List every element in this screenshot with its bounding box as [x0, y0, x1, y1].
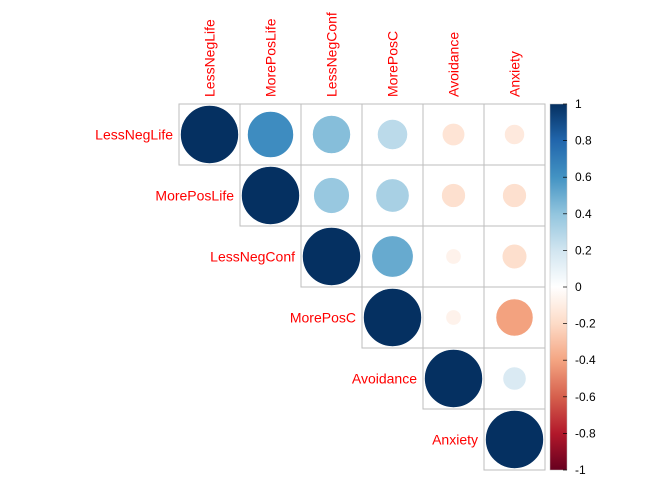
- correlation-circle-LessNegConf-Anxiety: [501, 243, 528, 270]
- colorbar-tick-label: -0.2: [575, 317, 596, 331]
- correlation-circle-LessNegLife-MorePosLife: [247, 111, 294, 158]
- correlation-circle-MorePosLife-MorePosLife: [241, 166, 300, 225]
- row-label-LessNegConf: LessNegConf: [210, 249, 295, 265]
- correlation-circle-LessNegLife-LessNegLife: [180, 105, 239, 164]
- column-label-Avoidance: Avoidance: [446, 32, 462, 97]
- variable-labels: LessNegLife LessNegLife MorePosLife MorePos…: [95, 12, 522, 447]
- correlation-circle-MorePosLife-Anxiety: [502, 183, 527, 208]
- colorbar-tick-label: 0.6: [575, 170, 592, 184]
- correlation-circle-LessNegConf-MorePosC: [371, 235, 414, 278]
- column-label-MorePosC: MorePosC: [385, 31, 401, 97]
- correlation-circle-MorePosLife-Avoidance: [441, 183, 466, 208]
- row-label-MorePosC: MorePosC: [290, 310, 356, 326]
- column-label-Anxiety: Anxiety: [507, 51, 523, 97]
- correlation-circle-LessNegLife-Avoidance: [441, 122, 466, 147]
- correlation-circle-MorePosLife-MorePosC: [375, 178, 410, 213]
- correlation-circle-LessNegLife-MorePosC: [377, 119, 408, 150]
- column-label-LessNegConf: LessNegConf: [324, 12, 340, 97]
- correlation-circle-Anxiety-Anxiety: [485, 410, 544, 469]
- correlation-circle-MorePosC-Avoidance: [445, 309, 462, 326]
- colorbar-tick-label: 0.4: [575, 207, 592, 221]
- correlation-circle-Avoidance-Anxiety: [502, 366, 527, 391]
- correlation-circle-MorePosC-MorePosC: [363, 288, 422, 347]
- correlation-circle-LessNegLife-LessNegConf: [312, 115, 351, 154]
- correlation-circle-MorePosC-Anxiety: [495, 298, 534, 337]
- correlation-circles: [180, 105, 544, 469]
- colorbar-tick-label: 0.8: [575, 134, 592, 148]
- row-label-MorePosLife: MorePosLife: [155, 188, 234, 204]
- colorbar-tick-label: 0.2: [575, 243, 592, 257]
- row-label-Avoidance: Avoidance: [352, 371, 417, 387]
- colorbar-tick-label: -1: [575, 463, 586, 477]
- correlation-circle-MorePosLife-LessNegConf: [313, 177, 350, 214]
- correlation-circle-LessNegConf-Avoidance: [445, 248, 462, 265]
- row-label-Anxiety: Anxiety: [432, 432, 478, 448]
- colorbar-tick-label: 0: [575, 280, 582, 294]
- correlation-circle-LessNegConf-LessNegConf: [302, 227, 361, 286]
- colorbar-tick-label: -0.6: [575, 390, 596, 404]
- row-label-LessNegLife: LessNegLife: [95, 127, 173, 143]
- correlation-circle-Avoidance-Avoidance: [424, 349, 483, 408]
- grid-cell: [483, 408, 546, 471]
- colorbar: 1 0.8 0.6 0.4 0.2 0 -0.2 -0.4 -0.6 -0.8 -1: [549, 97, 596, 477]
- correlation-circle-LessNegLife-Anxiety: [504, 124, 525, 145]
- column-label-LessNegLife: LessNegLife: [202, 19, 218, 97]
- colorbar-tick-label: -0.4: [575, 353, 596, 367]
- grid-lines: [178, 103, 546, 471]
- colorbar-tick-label: -0.8: [575, 426, 596, 440]
- column-label-MorePosLife: MorePosLife: [263, 18, 279, 97]
- colorbar-tick-label: 1: [575, 97, 582, 111]
